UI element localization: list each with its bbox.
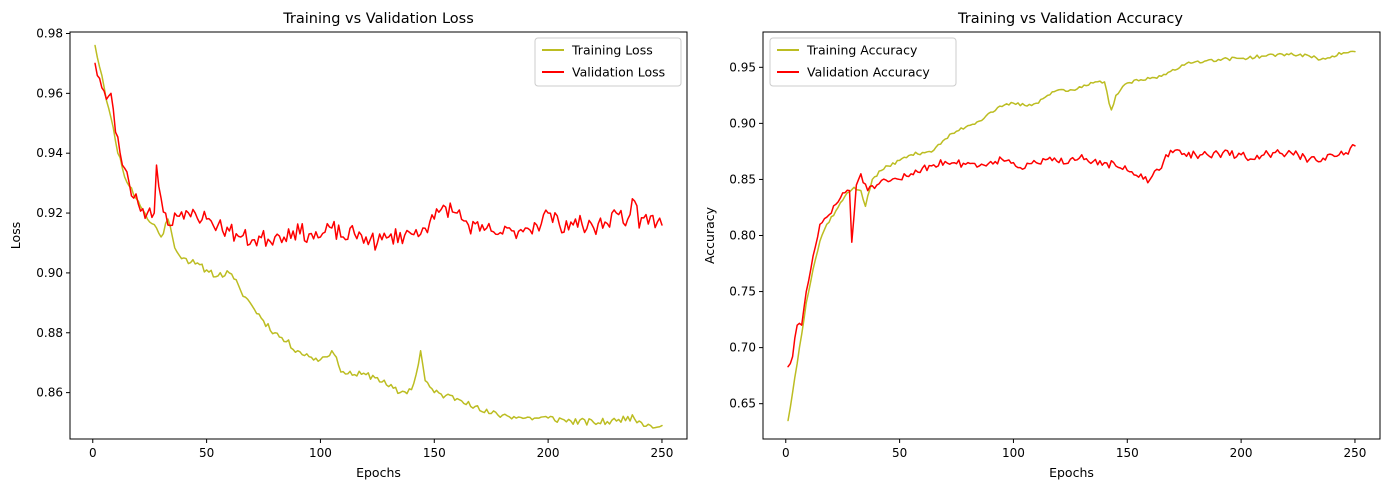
loss-legend-box <box>534 37 682 87</box>
loss-x-tick-label: 100 <box>309 446 332 460</box>
loss-series-validation-line <box>94 62 663 251</box>
accuracy-x-axis-label: Epochs <box>1049 465 1094 480</box>
accuracy-y-tick-label: 0.75 <box>729 285 756 299</box>
accuracy-x-tick-label: 50 <box>892 446 907 460</box>
loss-x-tick-label: 150 <box>423 446 446 460</box>
accuracy-legend-label-validation: Validation Accuracy <box>807 65 930 80</box>
accuracy-chart-title: Training vs Validation Accuracy <box>957 11 1183 27</box>
loss-plot-area <box>94 44 663 429</box>
accuracy-x-tick-label: 250 <box>1344 446 1367 460</box>
loss-y-tick-label: 0.86 <box>36 386 63 400</box>
loss-y-tick-label: 0.96 <box>36 86 63 100</box>
accuracy-x-tick-label: 0 <box>782 446 790 460</box>
loss-axes-frame <box>69 31 688 440</box>
loss-y-tick-label: 0.92 <box>36 206 63 220</box>
accuracy-y-tick-label: 0.85 <box>729 172 756 186</box>
accuracy-legend-box <box>769 37 957 87</box>
accuracy-y-tick-label: 0.70 <box>729 341 756 355</box>
accuracy-y-tick-label: 0.95 <box>729 60 756 74</box>
loss-chart: Training vs Validation Loss 0 50 100 150 200… <box>8 11 688 480</box>
accuracy-x-ticks: 0 50 100 150 200 250 <box>782 439 1366 460</box>
loss-y-ticks: 0.86 0.88 0.90 0.92 0.94 0.96 0.98 <box>36 26 70 400</box>
loss-y-tick-label: 0.94 <box>36 146 63 160</box>
loss-x-tick-label: 250 <box>651 446 674 460</box>
loss-legend-label-validation: Validation Loss <box>572 65 665 80</box>
accuracy-chart: Training vs Validation Accuracy 0 50 100 15… <box>702 11 1381 480</box>
accuracy-y-ticks: 0.65 0.70 0.75 0.80 0.85 0.90 0.95 <box>729 60 763 411</box>
loss-x-tick-label: 50 <box>199 446 214 460</box>
accuracy-legend-label-training: Training Accuracy <box>806 43 918 58</box>
loss-y-tick-label: 0.98 <box>36 26 63 40</box>
accuracy-y-tick-label: 0.80 <box>729 229 756 243</box>
loss-y-tick-label: 0.90 <box>36 266 63 280</box>
accuracy-legend: Training Accuracy Validation Accuracy <box>769 37 957 87</box>
accuracy-y-axis-label: Accuracy <box>702 206 717 264</box>
accuracy-plot-area <box>787 50 1356 422</box>
loss-chart-title: Training vs Validation Loss <box>282 11 474 27</box>
loss-y-axis-label: Loss <box>8 222 23 249</box>
loss-legend-label-training: Training Loss <box>571 43 653 58</box>
loss-x-ticks: 0 50 100 150 200 250 <box>89 439 673 460</box>
loss-series-training-line <box>94 44 663 429</box>
loss-x-axis-label: Epochs <box>356 465 401 480</box>
loss-legend: Training Loss Validation Loss <box>534 37 682 87</box>
loss-y-tick-label: 0.88 <box>36 326 63 340</box>
accuracy-y-tick-label: 0.65 <box>729 397 756 411</box>
accuracy-x-tick-label: 100 <box>1002 446 1025 460</box>
accuracy-x-tick-label: 150 <box>1116 446 1139 460</box>
loss-x-tick-label: 0 <box>89 446 97 460</box>
accuracy-series-validation-line <box>787 143 1356 368</box>
accuracy-x-tick-label: 200 <box>1230 446 1253 460</box>
accuracy-y-tick-label: 0.90 <box>729 116 756 130</box>
loss-x-tick-label: 200 <box>537 446 560 460</box>
accuracy-series-training-line <box>787 50 1356 422</box>
